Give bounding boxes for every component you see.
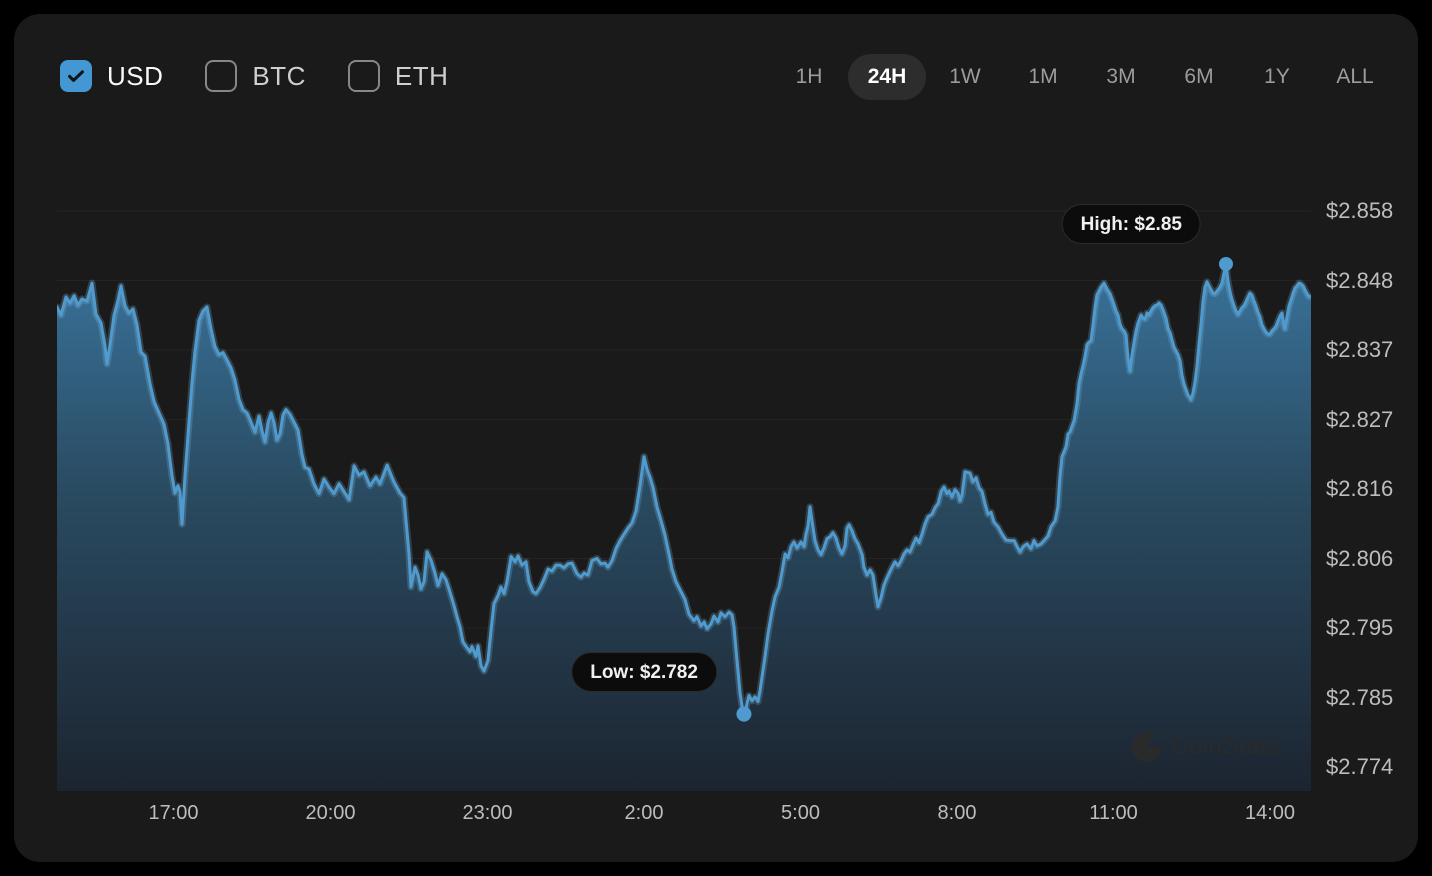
range-button-24h[interactable]: 24H (848, 54, 926, 100)
y-axis-tick: $2.774 (1326, 754, 1394, 779)
y-axis-tick: $2.858 (1326, 198, 1394, 223)
x-axis-tick: 5:00 (781, 802, 820, 824)
currency-label: BTC (252, 60, 306, 91)
y-axis-tick: $2.816 (1326, 476, 1394, 501)
range-button-3m[interactable]: 3M (1106, 65, 1136, 88)
area-fill (57, 264, 1311, 791)
unchecked-checkbox-icon[interactable] (347, 60, 380, 92)
high-point-marker (1218, 256, 1233, 271)
range-button-1w[interactable]: 1W (949, 65, 981, 88)
watermark: CoinStats (1132, 732, 1280, 762)
y-axis-tick: $2.827 (1326, 406, 1394, 432)
currency-checkbox-btc[interactable]: BTC (205, 60, 306, 92)
chart-panel: USD BTC ETH 1H 24H 1W 1M 3M 6M 1Y ALL $2.858 $2.84… (14, 14, 1418, 862)
currency-checkbox-usd[interactable]: USD (60, 60, 163, 92)
currency-checkbox-eth[interactable]: ETH (347, 60, 449, 92)
currency-label: ETH (394, 60, 449, 91)
currency-toggle-group: USD BTC ETH (60, 60, 490, 92)
x-axis-tick: 20:00 (305, 802, 356, 824)
x-axis-tick: 23:00 (462, 802, 513, 824)
price-line (57, 262, 1311, 721)
x-axis-tick: 17:00 (148, 802, 199, 824)
coinstats-logo-icon (1132, 732, 1162, 762)
price-area-chart[interactable] (57, 154, 1311, 794)
y-axis-tick: $2.806 (1326, 545, 1394, 571)
low-point-marker (736, 706, 752, 722)
y-axis-tick: $2.795 (1326, 615, 1394, 640)
time-range-group: 1H 24H 1W 1M 3M 6M 1Y ALL (770, 53, 1394, 101)
range-button-1h[interactable]: 1H (795, 65, 823, 88)
range-button-1m[interactable]: 1M (1028, 65, 1058, 88)
x-axis-tick: 8:00 (937, 802, 977, 824)
range-button-1y[interactable]: 1Y (1264, 65, 1290, 88)
price-chart[interactable] (57, 154, 1311, 794)
currency-label: USD (107, 60, 164, 91)
low-tooltip: Low: $2.782 (571, 652, 717, 693)
high-tooltip: High: $2.85 (1061, 203, 1201, 244)
watermark-label: CoinStats (1171, 733, 1280, 760)
checked-checkbox-icon[interactable] (60, 60, 92, 92)
y-axis-tick: $2.848 (1326, 267, 1394, 293)
y-axis-tick: $2.785 (1326, 684, 1394, 710)
y-axis-tick: $2.837 (1326, 337, 1394, 362)
x-axis-tick: 14:00 (1244, 802, 1296, 824)
x-axis-tick: 2:00 (624, 802, 664, 824)
range-button-6m[interactable]: 6M (1184, 65, 1214, 88)
unchecked-checkbox-icon[interactable] (205, 60, 238, 92)
x-axis-tick: 11:00 (1089, 802, 1138, 824)
range-button-all[interactable]: ALL (1336, 65, 1374, 88)
